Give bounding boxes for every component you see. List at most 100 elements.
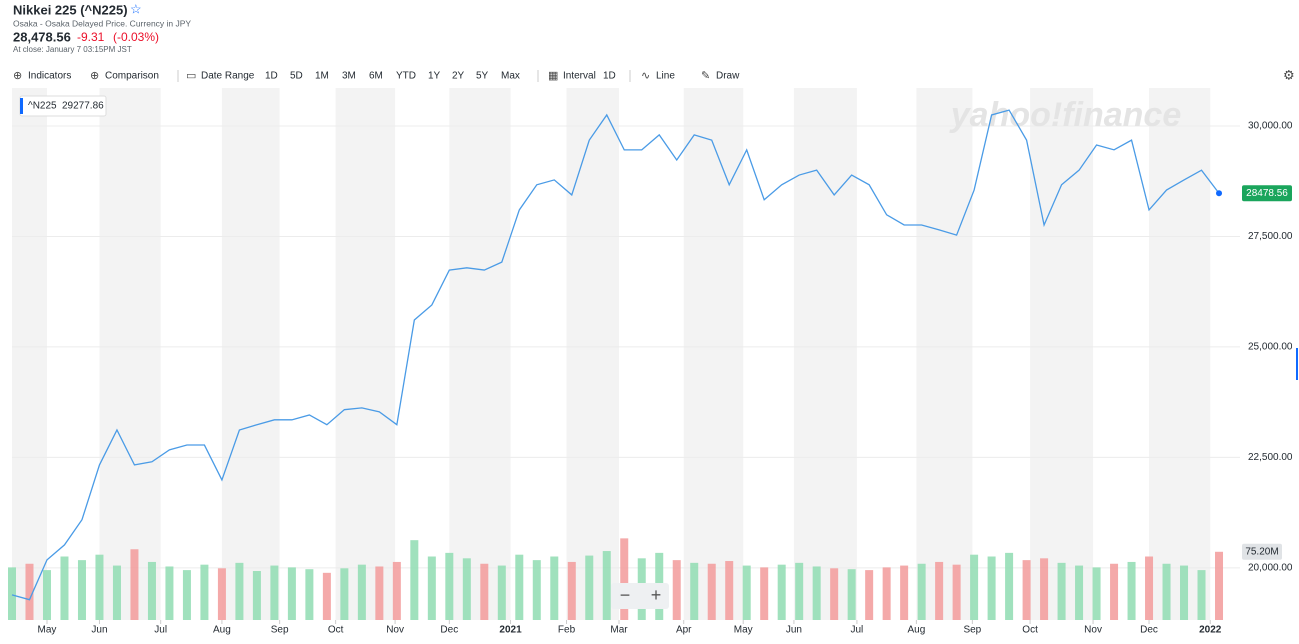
toolbar-item[interactable]: 3M (342, 71, 356, 82)
volume-bar (1162, 563, 1171, 620)
volume-bar (1005, 552, 1014, 620)
volume-bar (1110, 563, 1119, 620)
volume-bar (532, 560, 541, 620)
toolbar-item[interactable]: Interval (563, 71, 596, 82)
volume-bar (707, 563, 716, 620)
volume-bar (1057, 562, 1066, 620)
volume-bar (375, 566, 384, 620)
toolbar-item[interactable]: Draw (716, 71, 740, 82)
y-tick-label: 22,500.00 (1248, 452, 1293, 463)
toolbar-item[interactable]: 1D (265, 71, 278, 82)
zoom-in[interactable]: + (651, 585, 662, 605)
volume-bar (935, 561, 944, 620)
last-price-label: 28478.56 (1246, 188, 1288, 199)
volume-bar (1180, 565, 1189, 620)
toolbar-icon: ✎ (701, 70, 710, 82)
volume-bar (427, 556, 436, 620)
x-tick-label: Sep (963, 625, 981, 636)
volume-bar (322, 572, 331, 620)
x-tick-label: May (38, 625, 57, 636)
volume-bar (462, 558, 471, 620)
x-tick-label: Nov (386, 625, 404, 636)
volume-bar (1092, 567, 1101, 620)
crosshair-value: 29277.86 (62, 101, 104, 112)
toolbar-item[interactable]: Max (501, 71, 520, 82)
watermark: yahoo!finance (949, 96, 1181, 134)
volume-bar (340, 568, 349, 620)
x-tick-label: Apr (676, 625, 692, 636)
toolbar-item[interactable]: 2Y (452, 71, 465, 82)
toolbar-item[interactable]: Date Range (201, 71, 255, 82)
toolbar-icon: ▦ (548, 70, 558, 82)
x-tick-label: Oct (328, 625, 344, 636)
x-tick-label: 2022 (1199, 625, 1222, 636)
x-tick-label: Mar (610, 625, 628, 636)
volume-bar (200, 564, 209, 620)
month-band (1030, 88, 1094, 620)
month-band (221, 88, 280, 620)
toolbar-item[interactable]: YTD (396, 71, 416, 82)
price-line (11, 109, 1220, 601)
volume-bar (217, 568, 226, 620)
volume-bar (777, 564, 786, 620)
volume-bar (42, 570, 51, 620)
volume-bar (515, 554, 524, 620)
volume-label: 75.20M (1245, 546, 1278, 557)
toolbar-item[interactable]: 1D (603, 71, 616, 82)
volume-bar (567, 561, 576, 620)
volume-bar (725, 561, 734, 620)
volume-bar (25, 563, 34, 620)
volume-bar (917, 563, 926, 620)
x-tick-label: Jul (851, 625, 864, 636)
volume-bar (795, 562, 804, 620)
x-tick-label: Jul (154, 625, 167, 636)
volume-bar (760, 567, 769, 620)
settings-icon[interactable]: ⚙ (1283, 67, 1295, 82)
volume-bar (742, 565, 751, 620)
close-time: At close: January 7 03:15PM JST (13, 45, 132, 54)
volume-bar (987, 556, 996, 620)
star-icon[interactable]: ☆ (130, 1, 142, 16)
volume-bar (585, 555, 594, 620)
month-band (12, 88, 47, 620)
toolbar-icon: ∿ (641, 70, 650, 82)
x-tick-label: Dec (1140, 625, 1158, 636)
volume-bar (8, 567, 16, 620)
toolbar-item[interactable]: Indicators (28, 71, 71, 82)
toolbar-item[interactable]: Line (656, 71, 675, 82)
x-tick-label: Dec (440, 625, 458, 636)
x-tick-label: Aug (213, 625, 231, 636)
volume-bar (147, 561, 156, 620)
x-tick-label: Jun (786, 625, 802, 636)
price: 28,478.56 (13, 29, 71, 44)
zoom-out[interactable]: − (620, 585, 631, 605)
toolbar-item[interactable]: Comparison (105, 71, 159, 82)
volume-tag (1242, 543, 1282, 560)
toolbar-item[interactable]: 1Y (428, 71, 441, 82)
toolbar-icon: ⊕ (90, 70, 99, 82)
volume-bar (620, 538, 629, 620)
volume-bar (392, 561, 401, 620)
volume-bar (1145, 556, 1154, 620)
change-percent: (-0.03%) (113, 30, 159, 44)
x-tick-label: 2021 (499, 625, 522, 636)
toolbar-item[interactable]: 1M (315, 71, 329, 82)
y-tick-label: 30,000.00 (1248, 121, 1293, 132)
toolbar-item[interactable]: 5D (290, 71, 303, 82)
toolbar-item[interactable]: 6M (369, 71, 383, 82)
month-band (99, 88, 161, 620)
y-tick-label: 25,000.00 (1248, 342, 1293, 353)
month-band (916, 88, 973, 620)
x-tick-label: Nov (1084, 625, 1102, 636)
legend-name: ^N225 (28, 101, 57, 112)
volume-bar (865, 570, 874, 620)
volume-bar (497, 565, 506, 620)
volume-bar (165, 566, 174, 620)
volume-bar (60, 556, 69, 620)
toolbar-icon: ⊕ (13, 70, 22, 82)
volume-bar (1127, 561, 1136, 620)
toolbar-item[interactable]: 5Y (476, 71, 489, 82)
volume-bar (95, 554, 104, 620)
volume-bar (812, 566, 821, 620)
